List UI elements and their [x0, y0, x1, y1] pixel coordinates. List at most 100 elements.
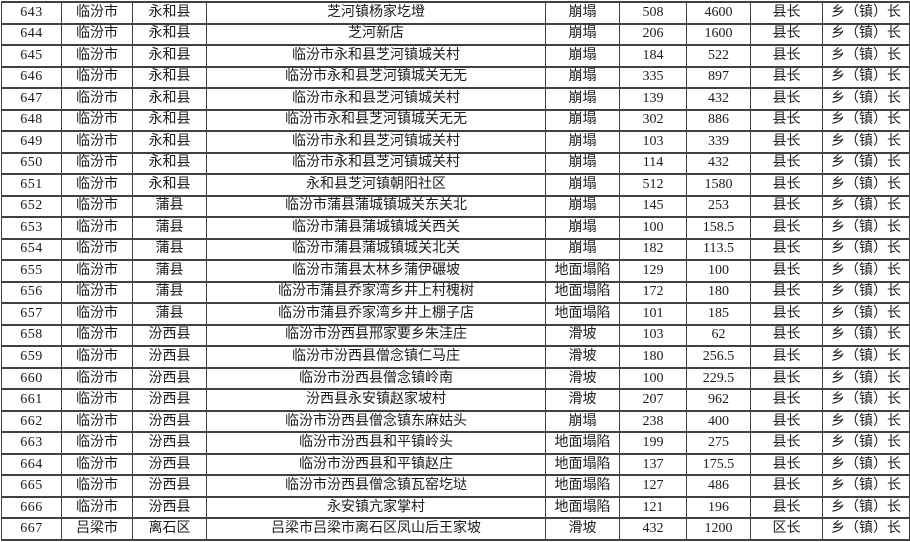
cell-row-number: 647: [1, 87, 62, 111]
cell-disaster-type: 滑坡: [545, 366, 620, 391]
cell-disaster-type: 地面塌陷: [545, 495, 620, 520]
cell-location: 临汾市永和县芝河镇城关村: [206, 44, 546, 68]
cell-county-leader: 县长: [750, 323, 823, 348]
cell-county-leader: 县长: [750, 237, 823, 262]
cell-location: 临汾市汾西县和平镇岭头: [206, 431, 546, 455]
cell-county: 永和县: [132, 44, 207, 68]
cell-row-number: 664: [1, 452, 62, 477]
table-row: 650 临汾市 永和县 临汾市永和县芝河镇城关村 崩塌 114 432 县长 乡（镇）长: [1, 151, 910, 176]
cell-county-leader: 县长: [750, 1, 823, 25]
cell-value-1: 127: [619, 474, 687, 498]
cell-disaster-type: 滑坡: [545, 345, 620, 369]
cell-row-number: 649: [1, 130, 62, 154]
cell-value-2: 180: [686, 280, 751, 305]
cell-value-2: 1600: [686, 22, 751, 47]
table-row: 667 吕梁市 离石区 吕梁市吕梁市离石区凤山后王家坡 滑坡 432 1200 区长 乡（镇）长: [1, 517, 910, 541]
table-row: 664 临汾市 汾西县 临汾市汾西县和平镇赵庄 地面塌陷 137 175.5 县长 乡（镇）长: [1, 452, 910, 477]
cell-town-leader: 乡（镇）长: [822, 517, 910, 541]
cell-location: 临汾市汾西县僧念镇仁马庄: [206, 345, 546, 369]
cell-location: 芝河新店: [206, 22, 546, 47]
cell-disaster-type: 地面塌陷: [545, 259, 620, 283]
cell-value-1: 114: [619, 151, 687, 176]
cell-city: 临汾市: [61, 22, 133, 47]
cell-town-leader: 乡（镇）长: [822, 302, 910, 326]
table-row: 656 临汾市 蒲县 临汾市蒲县乔家湾乡井上村槐树 地面塌陷 172 180 县长 乡（镇）长: [1, 280, 910, 305]
cell-disaster-type: 崩塌: [545, 44, 620, 68]
table-row: 652 临汾市 蒲县 临汾市蒲县蒲城镇城关东关北 崩塌 145 253 县长 乡（镇）长: [1, 194, 910, 219]
table-row: 654 临汾市 蒲县 临汾市蒲县蒲城镇城关北关 崩塌 182 113.5 县长 乡（镇）长: [1, 237, 910, 262]
cell-town-leader: 乡（镇）长: [822, 151, 910, 176]
cell-town-leader: 乡（镇）长: [822, 44, 910, 68]
cell-row-number: 646: [1, 65, 62, 90]
cell-city: 临汾市: [61, 280, 133, 305]
cell-value-1: 100: [619, 366, 687, 391]
cell-city: 临汾市: [61, 65, 133, 90]
cell-value-1: 432: [619, 517, 687, 541]
cell-location: 临汾市永和县芝河镇城关无无: [206, 108, 546, 133]
cell-county-leader: 县长: [750, 452, 823, 477]
cell-value-2: 275: [686, 431, 751, 455]
cell-row-number: 663: [1, 431, 62, 455]
cell-county: 汾西县: [132, 431, 207, 455]
cell-location: 临汾市汾西县和平镇赵庄: [206, 452, 546, 477]
cell-location: 临汾市永和县芝河镇城关村: [206, 130, 546, 154]
cell-value-2: 158.5: [686, 216, 751, 240]
cell-row-number: 644: [1, 22, 62, 47]
cell-city: 临汾市: [61, 474, 133, 498]
cell-value-1: 512: [619, 173, 687, 197]
cell-town-leader: 乡（镇）长: [822, 323, 910, 348]
cell-disaster-type: 地面塌陷: [545, 431, 620, 455]
cell-county: 汾西县: [132, 452, 207, 477]
cell-county: 永和县: [132, 1, 207, 25]
cell-county: 蒲县: [132, 302, 207, 326]
cell-value-2: 886: [686, 108, 751, 133]
cell-value-2: 522: [686, 44, 751, 68]
cell-row-number: 658: [1, 323, 62, 348]
cell-county-leader: 县长: [750, 87, 823, 111]
cell-city: 临汾市: [61, 194, 133, 219]
cell-county: 蒲县: [132, 194, 207, 219]
cell-county-leader: 县长: [750, 474, 823, 498]
cell-location: 永安镇亢家掌村: [206, 495, 546, 520]
table-row: 644 临汾市 永和县 芝河新店 崩塌 206 1600 县长 乡（镇）长: [1, 22, 910, 47]
cell-value-2: 229.5: [686, 366, 751, 391]
cell-town-leader: 乡（镇）长: [822, 259, 910, 283]
cell-row-number: 667: [1, 517, 62, 541]
cell-value-1: 302: [619, 108, 687, 133]
cell-town-leader: 乡（镇）长: [822, 452, 910, 477]
cell-location: 永和县芝河镇朝阳社区: [206, 173, 546, 197]
cell-value-1: 207: [619, 388, 687, 412]
cell-value-2: 1580: [686, 173, 751, 197]
cell-town-leader: 乡（镇）长: [822, 173, 910, 197]
cell-disaster-type: 崩塌: [545, 216, 620, 240]
cell-value-2: 486: [686, 474, 751, 498]
cell-city: 临汾市: [61, 259, 133, 283]
cell-town-leader: 乡（镇）长: [822, 280, 910, 305]
cell-value-1: 182: [619, 237, 687, 262]
cell-town-leader: 乡（镇）长: [822, 108, 910, 133]
cell-county-leader: 县长: [750, 130, 823, 154]
cell-row-number: 653: [1, 216, 62, 240]
cell-city: 临汾市: [61, 173, 133, 197]
cell-location: 临汾市蒲县蒲城镇城关西关: [206, 216, 546, 240]
table-row: 645 临汾市 永和县 临汾市永和县芝河镇城关村 崩塌 184 522 县长 乡（镇）长: [1, 44, 910, 68]
cell-county-leader: 县长: [750, 388, 823, 412]
cell-location: 汾西县永安镇赵家坡村: [206, 388, 546, 412]
cell-value-1: 101: [619, 302, 687, 326]
cell-city: 临汾市: [61, 87, 133, 111]
cell-county: 蒲县: [132, 237, 207, 262]
cell-town-leader: 乡（镇）长: [822, 65, 910, 90]
cell-value-2: 62: [686, 323, 751, 348]
cell-county: 永和县: [132, 22, 207, 47]
cell-town-leader: 乡（镇）长: [822, 495, 910, 520]
table-row: 653 临汾市 蒲县 临汾市蒲县蒲城镇城关西关 崩塌 100 158.5 县长 乡（镇）长: [1, 216, 910, 240]
cell-town-leader: 乡（镇）长: [822, 388, 910, 412]
table-row: 659 临汾市 汾西县 临汾市汾西县僧念镇仁马庄 滑坡 180 256.5 县长 乡（镇）长: [1, 345, 910, 369]
cell-row-number: 651: [1, 173, 62, 197]
cell-county: 汾西县: [132, 495, 207, 520]
table-row: 657 临汾市 蒲县 临汾市蒲县乔家湾乡井上棚子店 地面塌陷 101 185 县长 乡（镇）长: [1, 302, 910, 326]
cell-value-2: 1200: [686, 517, 751, 541]
cell-row-number: 659: [1, 345, 62, 369]
cell-value-1: 335: [619, 65, 687, 90]
